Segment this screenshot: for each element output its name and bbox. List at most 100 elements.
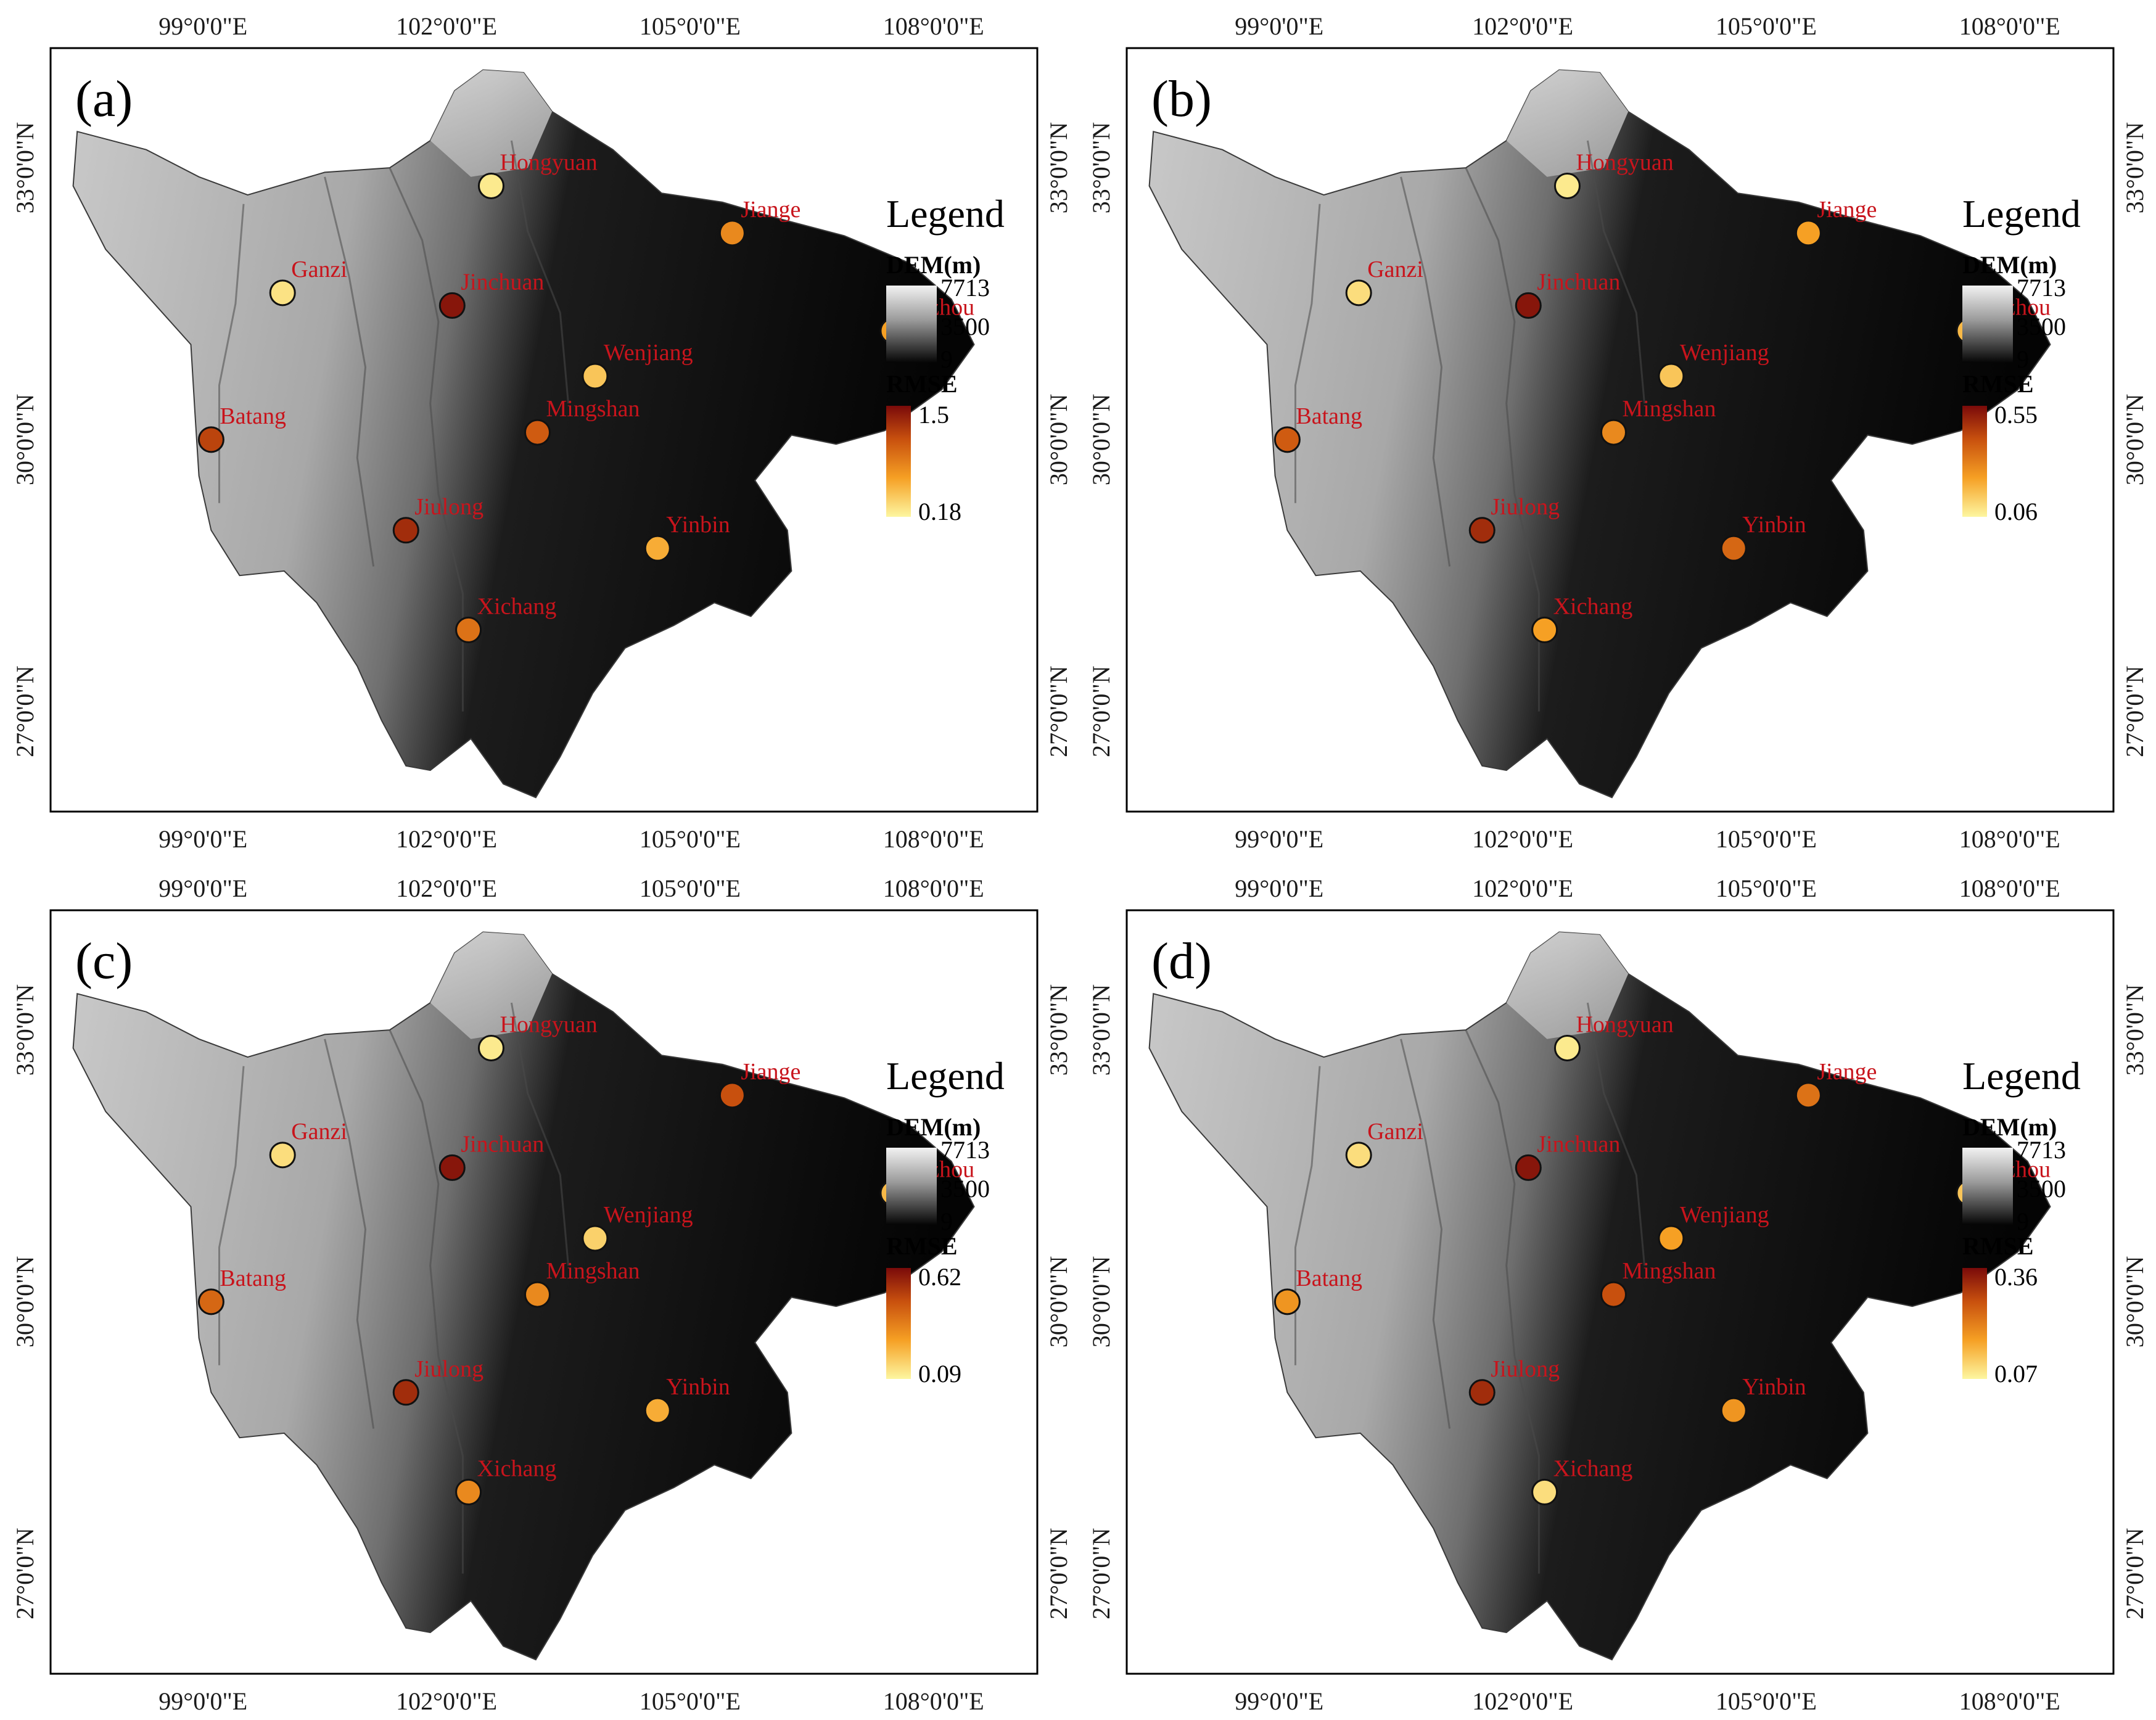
latitude-label-right: 30°0'0"N — [2121, 1256, 2149, 1348]
station-label-batang: Batang — [1296, 403, 1362, 429]
latitude-label-left: 30°0'0"N — [11, 394, 39, 485]
sichuan-dem-terrain — [1148, 931, 2051, 1661]
river-valley — [510, 1002, 569, 1266]
rmse-legend-title: RMSE — [1962, 1232, 2034, 1260]
station-marker-jinchuan — [438, 292, 466, 319]
station-marker-ganzi — [269, 279, 296, 307]
station-marker-xichang — [1531, 1478, 1558, 1505]
station-marker-jiulong — [1468, 1379, 1496, 1406]
station-marker-xichang — [1531, 616, 1558, 643]
station-marker-wenjiang — [1658, 363, 1685, 390]
panel-letter: (b) — [1151, 70, 1212, 128]
panel-letter: (d) — [1151, 932, 1212, 990]
rmse-min-label: 0.06 — [1994, 498, 2038, 525]
station-marker-jiulong — [392, 517, 419, 544]
latitude-label-left: 33°0'0"N — [11, 122, 39, 213]
longitude-label-top: 102°0'0"E — [1472, 874, 1573, 902]
northern-plateau-shading — [1506, 932, 1629, 1039]
latitude-label-left: 27°0'0"N — [11, 665, 39, 757]
longitude-label-top: 105°0'0"E — [640, 12, 741, 40]
station-label-ganzi: Ganzi — [1367, 257, 1423, 282]
longitude-label-bottom: 99°0'0"E — [158, 825, 247, 853]
rmse-colorbar — [886, 1268, 911, 1379]
station-marker-jiange — [718, 220, 746, 247]
dem-min-label: 9 — [940, 1208, 953, 1235]
river-valley — [1586, 1002, 1645, 1266]
latitude-label-right: 33°0'0"N — [1045, 122, 1072, 213]
station-marker-mingshan — [1600, 1281, 1627, 1308]
dem-mid-label: 3500 — [940, 1175, 990, 1203]
dem-legend-title: DEM(m) — [1962, 251, 2057, 279]
station-marker-ganzi — [1345, 1142, 1372, 1169]
map-panel-3: (c) 99°0'0"E 99°0'0"E 102°0'0"E 102°0'0"E 105… — [11, 874, 1072, 1715]
station-label-wenjiang: Wenjiang — [1680, 340, 1769, 366]
station-label-mingshan: Mingshan — [546, 1258, 640, 1284]
longitude-label-top: 108°0'0"E — [883, 12, 984, 40]
longitude-label-bottom: 105°0'0"E — [640, 825, 741, 853]
latitude-label-right: 33°0'0"N — [2121, 122, 2149, 213]
longitude-label-top: 108°0'0"E — [1959, 874, 2060, 902]
longitude-label-top: 105°0'0"E — [1716, 12, 1817, 40]
station-label-yinbin: Yinbin — [1742, 1374, 1806, 1400]
station-marker-xichang — [455, 616, 482, 643]
dem-legend-title: DEM(m) — [886, 1113, 981, 1141]
station-marker-yinbin — [1720, 535, 1747, 562]
latitude-label-right: 30°0'0"N — [1045, 1256, 1072, 1348]
longitude-label-bottom: 108°0'0"E — [1959, 825, 2060, 853]
station-marker-yinbin — [1720, 1397, 1747, 1424]
latitude-label-left: 27°0'0"N — [1087, 1528, 1115, 1619]
station-marker-yinbin — [644, 1397, 671, 1424]
river-valley — [1586, 140, 1645, 404]
rmse-colorbar — [886, 406, 911, 517]
station-marker-batang — [197, 426, 224, 453]
station-marker-jiange — [1795, 220, 1822, 247]
longitude-label-bottom: 99°0'0"E — [1235, 825, 1323, 853]
station-marker-wenjiang — [1658, 1225, 1685, 1252]
station-label-mingshan: Mingshan — [1622, 1258, 1716, 1284]
longitude-label-bottom: 102°0'0"E — [1472, 825, 1573, 853]
latitude-label-right: 33°0'0"N — [1045, 984, 1072, 1076]
dem-legend-title: DEM(m) — [886, 251, 981, 279]
station-marker-jiange — [1795, 1082, 1822, 1109]
longitude-label-bottom: 102°0'0"E — [1472, 1687, 1573, 1715]
station-label-ganzi: Ganzi — [291, 257, 347, 282]
station-label-xichang: Xichang — [477, 1455, 557, 1481]
rmse-legend-title: RMSE — [886, 370, 958, 398]
longitude-label-top: 99°0'0"E — [1235, 874, 1323, 902]
station-label-batang: Batang — [1296, 1265, 1362, 1291]
latitude-label-left: 30°0'0"N — [1087, 394, 1115, 485]
longitude-label-bottom: 99°0'0"E — [1235, 1687, 1323, 1715]
station-label-jiulong: Jiulong — [1491, 494, 1560, 520]
station-label-mingshan: Mingshan — [1622, 396, 1716, 422]
station-marker-ganzi — [269, 1142, 296, 1169]
station-marker-jinchuan — [1515, 1154, 1542, 1181]
station-label-batang: Batang — [220, 1265, 286, 1291]
station-label-jiange: Jiange — [1817, 1059, 1877, 1085]
longitude-label-bottom: 108°0'0"E — [883, 825, 984, 853]
rmse-legend-title: RMSE — [1962, 370, 2034, 398]
sichuan-dem-terrain — [72, 69, 975, 799]
river-valley — [510, 140, 569, 404]
legend-title: Legend — [1962, 1054, 2081, 1098]
river-valley — [389, 1029, 464, 1574]
longitude-label-top: 105°0'0"E — [1716, 874, 1817, 902]
station-marker-hongyuan — [1553, 172, 1581, 199]
map-panel-2: (b) 99°0'0"E 99°0'0"E 102°0'0"E 102°0'0"E 105… — [1087, 12, 2149, 853]
station-label-xichang: Xichang — [477, 593, 557, 619]
longitude-label-top: 99°0'0"E — [158, 874, 247, 902]
longitude-label-bottom: 108°0'0"E — [883, 1687, 984, 1715]
latitude-label-right: 30°0'0"N — [2121, 394, 2149, 485]
station-marker-wenjiang — [582, 363, 609, 390]
station-label-ganzi: Ganzi — [291, 1119, 347, 1145]
dem-mid-label: 3500 — [2017, 1175, 2066, 1203]
station-marker-hongyuan — [477, 172, 504, 199]
longitude-label-top: 108°0'0"E — [883, 874, 984, 902]
river-valley — [324, 176, 375, 567]
latitude-label-right: 33°0'0"N — [2121, 984, 2149, 1076]
station-label-xichang: Xichang — [1553, 1455, 1633, 1481]
station-label-mingshan: Mingshan — [546, 396, 640, 422]
station-marker-hongyuan — [1553, 1034, 1581, 1061]
